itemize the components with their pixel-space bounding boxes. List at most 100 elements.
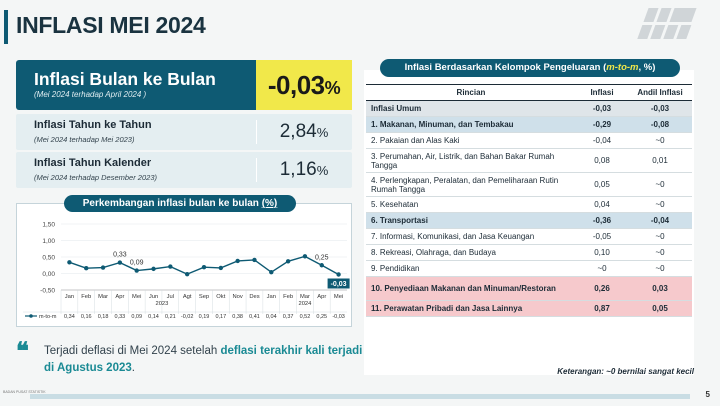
table-row: 10. Penyediaan Makanan dan Minuman/Resto… xyxy=(366,277,692,301)
table-row: 7. Informasi, Komunikasi, dan Jasa Keuan… xyxy=(366,229,692,245)
data-table-value: 0,18 xyxy=(98,314,109,320)
x-tick-label: Jun xyxy=(149,294,158,300)
data-point xyxy=(336,272,340,276)
x-tick-label: Apr xyxy=(115,294,124,300)
data-table-value: 0,04 xyxy=(266,314,277,320)
row-andil: ~0 xyxy=(628,173,692,197)
year-label-2023: 2023 xyxy=(155,301,168,307)
expenditure-table-panel: Rincian Inflasi Andil Inflasi Inflasi Um… xyxy=(364,70,694,375)
row-andil: -0,04 xyxy=(628,213,692,229)
data-point xyxy=(303,254,307,258)
row-andil: ~0 xyxy=(628,245,692,261)
data-point xyxy=(135,268,139,272)
table-note: Keterangan: ~0 bernilai sangat kecil xyxy=(557,367,694,376)
table-row: 4. Perlengkapan, Peralatan, dan Pemeliha… xyxy=(366,173,692,197)
data-point xyxy=(101,265,105,269)
row-andil: ~0 xyxy=(628,229,692,245)
row-name: 5. Kesehatan xyxy=(366,197,576,213)
data-table-value: -0,02 xyxy=(181,314,194,320)
row-inflasi: -0,05 xyxy=(576,229,628,245)
table-row: 1. Makanan, Minuman, dan Tembakau -0,29 -0… xyxy=(366,117,692,133)
row-name: 10. Penyediaan Makanan dan Minuman/Resto… xyxy=(366,277,576,301)
row-inflasi: -0,29 xyxy=(576,117,628,133)
row-andil: ~0 xyxy=(628,197,692,213)
x-tick-label: Apr xyxy=(317,294,326,300)
x-tick-label: Feb xyxy=(81,294,91,300)
data-label: 0,33 xyxy=(113,252,127,259)
data-point xyxy=(219,266,223,270)
data-table-value: 0,17 xyxy=(215,314,226,320)
page-number: 5 xyxy=(706,390,710,399)
data-point xyxy=(235,259,239,263)
row-andil: ~0 xyxy=(628,133,692,149)
chart-canvas: 1,50 1,00 0,50 0,00 -0,50 Jan Feb Mar Apr Mei Jun J… xyxy=(17,204,353,328)
row-name: 2. Pakaian dan Alas Kaki xyxy=(366,133,576,149)
col-header-andil: Andil Inflasi xyxy=(628,85,692,101)
row-inflasi: ~0 xyxy=(576,261,628,277)
table-row: 11. Perawatan Pribadi dan Jasa Lainnya 0,… xyxy=(366,301,692,317)
data-point xyxy=(252,258,256,262)
data-label: 0,09 xyxy=(130,260,144,267)
y-tick-label: 1,00 xyxy=(42,238,55,245)
y-tick-label: 0,00 xyxy=(42,271,55,278)
footer-bar xyxy=(30,394,690,399)
yoy-subtitle: (Mei 2024 terhadap Mei 2023) xyxy=(34,135,134,144)
yoy-title: Inflasi Tahun ke Tahun xyxy=(34,119,152,131)
row-inflasi: -0,36 xyxy=(576,213,628,229)
expenditure-table: Rincian Inflasi Andil Inflasi Inflasi Um… xyxy=(366,84,692,317)
table-row: 5. Kesehatan 0,04 ~0 xyxy=(366,197,692,213)
data-point xyxy=(286,259,290,263)
footer-org: BADAN PUSAT STATISTIK xyxy=(3,390,46,394)
data-label: 0,25 xyxy=(315,254,329,261)
ytd-value: 1,16% xyxy=(256,152,352,188)
row-name: 7. Informasi, Komunikasi, dan Jasa Keuan… xyxy=(366,229,576,245)
bps-logo-icon xyxy=(630,4,712,44)
row-name: 3. Perumahan, Air, Listrik, dan Bahan Ba… xyxy=(366,149,576,173)
data-point xyxy=(320,263,324,267)
quote-text: Terjadi deflasi di Mei 2024 setelah defl… xyxy=(44,343,364,377)
ytd-inflation-card: Inflasi Tahun Kalender (Mei 2024 terhada… xyxy=(16,152,352,188)
x-tick-label: Jul xyxy=(167,294,174,300)
row-inflasi: 0,26 xyxy=(576,277,628,301)
data-table-value: 0,33 xyxy=(115,314,126,320)
row-inflasi: 0,08 xyxy=(576,149,628,173)
data-table-value: 0,16 xyxy=(81,314,92,320)
data-table-value: 0,21 xyxy=(165,314,176,320)
row-andil: ~0 xyxy=(628,261,692,277)
row-name: 11. Perawatan Pribadi dan Jasa Lainnya xyxy=(366,301,576,317)
row-andil: 0,03 xyxy=(628,277,692,301)
data-point xyxy=(269,270,273,274)
table-row: Inflasi Umum -0,03 -0,03 xyxy=(366,101,692,117)
table-row: 8. Rekreasi, Olahraga, dan Budaya 0,10 ~0 xyxy=(366,245,692,261)
data-table-value: 0,14 xyxy=(148,314,159,320)
x-tick-label: Sep xyxy=(199,294,209,300)
row-andil: -0,03 xyxy=(628,101,692,117)
mtm-value: -0,03% xyxy=(256,60,352,110)
row-name: Inflasi Umum xyxy=(366,101,576,117)
row-andil: -0,08 xyxy=(628,117,692,133)
title-accent-bar xyxy=(4,10,8,44)
data-point xyxy=(84,266,88,270)
quote-icon: ❝ xyxy=(16,336,29,365)
mtm-title: Inflasi Bulan ke Bulan xyxy=(34,69,216,90)
x-tick-label: Mei xyxy=(132,294,141,300)
row-inflasi: -0,03 xyxy=(576,101,628,117)
mtm-subtitle: (Mei 2024 terhadap April 2024 ) xyxy=(34,90,146,99)
yoy-value: 2,84% xyxy=(256,114,352,150)
row-name: 9. Pendidikan xyxy=(366,261,576,277)
y-tick-label: -0,50 xyxy=(40,288,55,295)
data-table-value: 0,09 xyxy=(131,314,142,320)
page-title: INFLASI MEI 2024 xyxy=(16,12,205,39)
data-point xyxy=(151,267,155,271)
legend-marker xyxy=(29,314,33,318)
x-tick-label: Nov xyxy=(232,294,242,300)
row-inflasi: 0,04 xyxy=(576,197,628,213)
x-tick-label: Jan xyxy=(267,294,276,300)
ytd-title: Inflasi Tahun Kalender xyxy=(34,157,151,169)
x-tick-label: Agt xyxy=(183,294,192,300)
row-name: 1. Makanan, Minuman, dan Tembakau xyxy=(366,117,576,133)
col-header-inflasi: Inflasi xyxy=(576,85,628,101)
data-table-value: -0,03 xyxy=(332,314,345,320)
chart-title: Perkembangan inflasi bulan ke bulan (%) xyxy=(64,195,296,212)
data-table-value: 0,25 xyxy=(316,314,327,320)
